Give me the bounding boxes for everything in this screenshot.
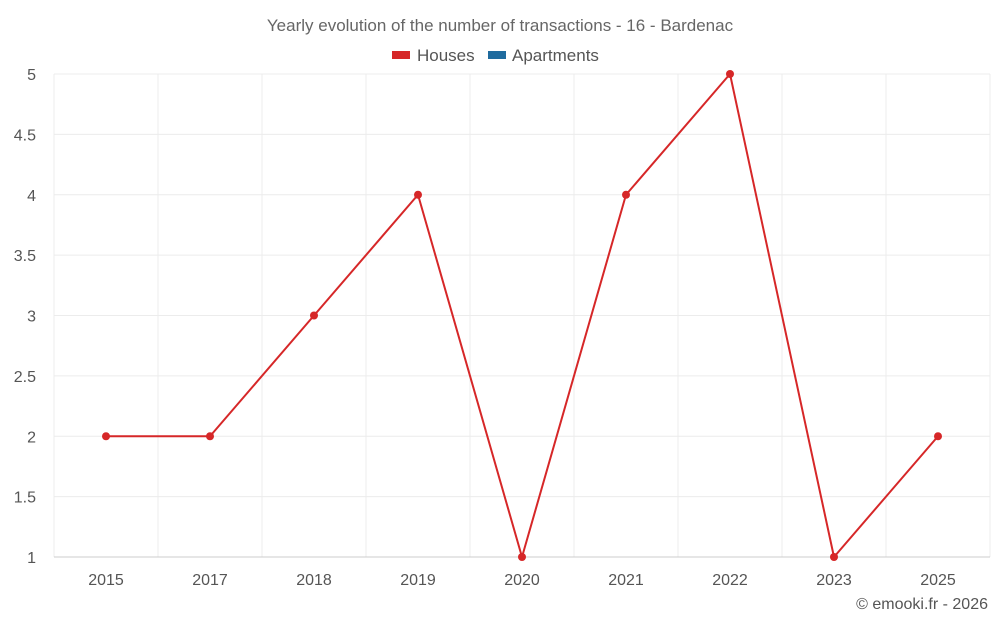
- legend-label-houses[interactable]: Houses: [417, 46, 475, 65]
- y-tick-label: 1.5: [14, 490, 36, 507]
- x-tick-label: 2020: [504, 572, 540, 589]
- y-tick-label: 5: [27, 67, 36, 84]
- y-axis-ticks: 1 1.5 2 2.5 3 3.5 4 4.5 5: [14, 67, 36, 567]
- x-tick-label: 2017: [192, 572, 228, 589]
- series: [102, 70, 942, 561]
- credit-text: © emooki.fr - 2026: [856, 596, 988, 613]
- grid: [53, 73, 991, 558]
- y-tick-label: 4: [27, 188, 36, 205]
- x-tick-label: 2025: [920, 572, 956, 589]
- x-tick-label: 2015: [88, 572, 124, 589]
- x-tick-label: 2022: [712, 572, 748, 589]
- y-tick-label: 2: [27, 429, 36, 446]
- x-tick-label: 2021: [608, 572, 644, 589]
- y-tick-label: 1: [27, 550, 36, 567]
- x-tick-label: 2023: [816, 572, 852, 589]
- legend-label-apartments[interactable]: Apartments: [512, 46, 599, 65]
- data-point-houses[interactable]: [414, 190, 422, 199]
- data-point-houses[interactable]: [726, 70, 734, 78]
- data-point-houses[interactable]: [830, 553, 838, 561]
- legend-swatch-apartments[interactable]: [488, 51, 506, 59]
- chart-title: Yearly evolution of the number of transa…: [267, 16, 734, 35]
- data-point-houses[interactable]: [518, 553, 526, 561]
- data-point-houses[interactable]: [102, 432, 110, 441]
- x-axis-ticks: 2015 2017 2018 2019 2020 2021 2022 2023 2025: [88, 572, 956, 589]
- y-tick-label: 4.5: [14, 127, 36, 144]
- legend-swatch-houses[interactable]: [392, 51, 410, 59]
- data-point-houses[interactable]: [622, 190, 630, 199]
- y-tick-label: 3.5: [14, 248, 36, 265]
- y-tick-label: 2.5: [14, 369, 36, 386]
- x-tick-label: 2019: [400, 572, 436, 589]
- y-tick-label: 3: [27, 309, 36, 326]
- data-point-houses[interactable]: [206, 432, 214, 441]
- data-point-houses[interactable]: [934, 432, 942, 441]
- data-point-houses[interactable]: [310, 311, 318, 320]
- x-tick-label: 2018: [296, 572, 332, 589]
- legend[interactable]: Houses Apartments: [392, 46, 599, 65]
